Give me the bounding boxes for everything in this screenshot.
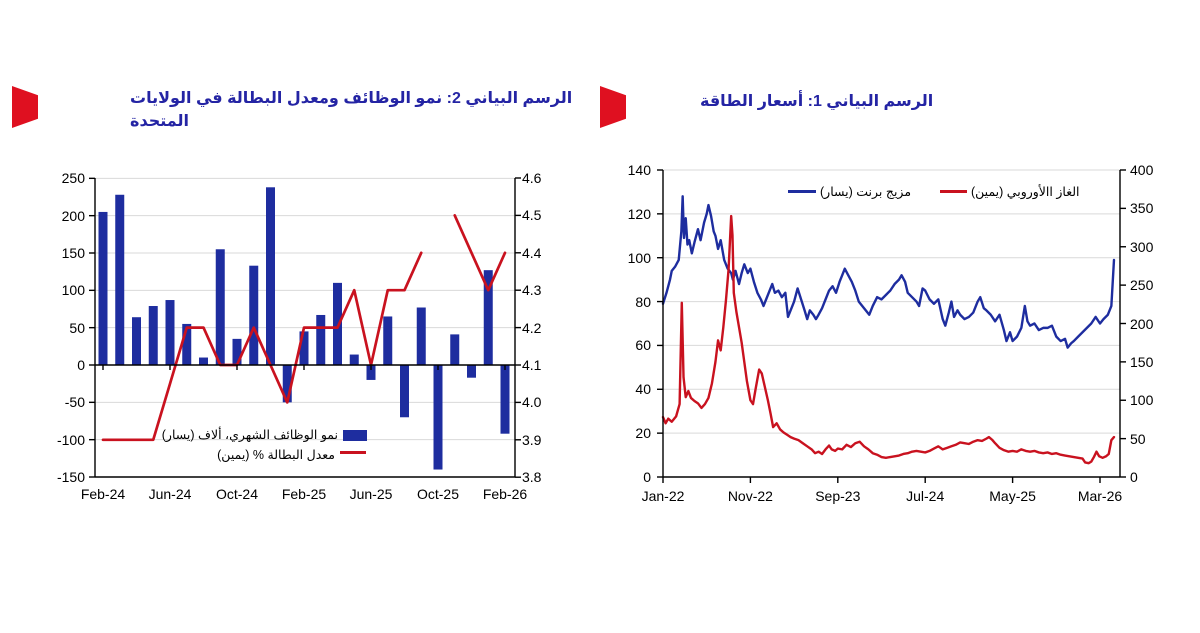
jobs-right-axis-tick: 3.8 — [522, 469, 542, 486]
jobs-right-axis-tick: 3.9 — [522, 431, 542, 448]
energy-x-axis-tick: Jul-24 — [906, 488, 945, 504]
jobs-left-axis-tick: 150 — [61, 244, 85, 261]
chart1-title: الرسم البياني 1: أسعار الطاقة — [700, 93, 934, 110]
jobs-left-axis-tick: 250 — [61, 170, 85, 187]
jobs-x-axis-tick: Jun-25 — [349, 486, 393, 502]
energy-left-axis-tick: 60 — [635, 337, 651, 354]
jobs-right-axis-tick: 4.6 — [522, 170, 542, 186]
jobs-right-axis-tick: 4.4 — [522, 244, 542, 261]
legend-label-jobs: نمو الوظائف الشهري، ألاف (يسار) — [161, 428, 338, 442]
jobs-right-axis-tick: 4.1 — [522, 357, 542, 373]
energy-x-axis-tick: Mar-26 — [1077, 488, 1123, 504]
energy-left-axis-tick: 0 — [643, 469, 651, 485]
jobs-x-axis-tick: Oct-25 — [416, 486, 459, 502]
jobs-x-axis-tick: Jun-24 — [148, 486, 192, 502]
energy-right-axis-tick: 350 — [1130, 200, 1154, 217]
energy-x-axis-tick: Nov-22 — [727, 488, 773, 504]
energy-right-axis-tick: 100 — [1130, 392, 1154, 409]
legend-label-unemployment: معدل البطالة % (يمين) — [217, 448, 335, 462]
energy-x-axis-tick: Sep-23 — [815, 488, 861, 504]
legend-label-gas: الغاز االأوروبي (يمين) — [971, 185, 1080, 199]
chart2-title-line1: الرسم البياني 2: نمو الوظائف ومعدل البطا… — [130, 90, 573, 107]
jobs-x-axis-tick: Feb-24 — [80, 486, 126, 502]
jobs-left-axis-tick: -100 — [56, 431, 85, 448]
energy-x-axis-tick: Jan-22 — [641, 488, 685, 504]
jobs-left-axis-tick: 100 — [61, 282, 85, 299]
jobs-left-axis-tick: -50 — [64, 394, 85, 411]
energy-right-axis-tick: 400 — [1130, 162, 1154, 178]
energy-x-axis-tick: May-25 — [989, 488, 1036, 504]
energy-right-axis-tick: 50 — [1130, 430, 1146, 447]
energy-left-axis-tick: 100 — [627, 249, 651, 266]
energy-right-axis-tick: 200 — [1130, 315, 1154, 332]
jobs-right-axis-tick: 4.2 — [522, 319, 542, 336]
energy-right-axis-tick: 250 — [1130, 277, 1154, 294]
chart2-title-line2: المتحدة — [130, 113, 189, 130]
energy-left-axis-tick: 40 — [635, 381, 651, 398]
energy-right-axis-tick: 300 — [1130, 238, 1154, 255]
chart2-title: الرسم البياني 2: نمو الوظائف ومعدل البطا… — [130, 87, 575, 133]
energy-left-axis-tick: 80 — [635, 293, 651, 310]
jobs-right-axis-tick: 4.0 — [522, 394, 542, 411]
legend-label-brent: مزيج برنت (يسار) — [820, 185, 912, 199]
jobs-left-axis-tick: 0 — [77, 357, 85, 373]
energy-left-axis-tick: 120 — [627, 205, 651, 222]
jobs-x-axis-tick: Feb-26 — [482, 486, 528, 502]
jobs-left-axis-tick: 200 — [61, 207, 85, 224]
energy-left-axis-tick: 140 — [627, 161, 651, 178]
energy-left-axis-tick: 20 — [635, 425, 651, 442]
energy-right-axis-tick: 150 — [1130, 353, 1154, 370]
jobs-right-axis-tick: 4.5 — [522, 207, 542, 224]
jobs-x-axis-tick: Oct-24 — [215, 486, 258, 502]
jobs-right-axis-tick: 4.3 — [522, 282, 542, 299]
jobs-x-axis-tick: Feb-25 — [281, 486, 327, 502]
jobs-left-axis-tick: 50 — [69, 319, 85, 336]
jobs-left-axis-tick: -150 — [56, 469, 85, 485]
energy-right-axis-tick: 0 — [1130, 469, 1138, 485]
